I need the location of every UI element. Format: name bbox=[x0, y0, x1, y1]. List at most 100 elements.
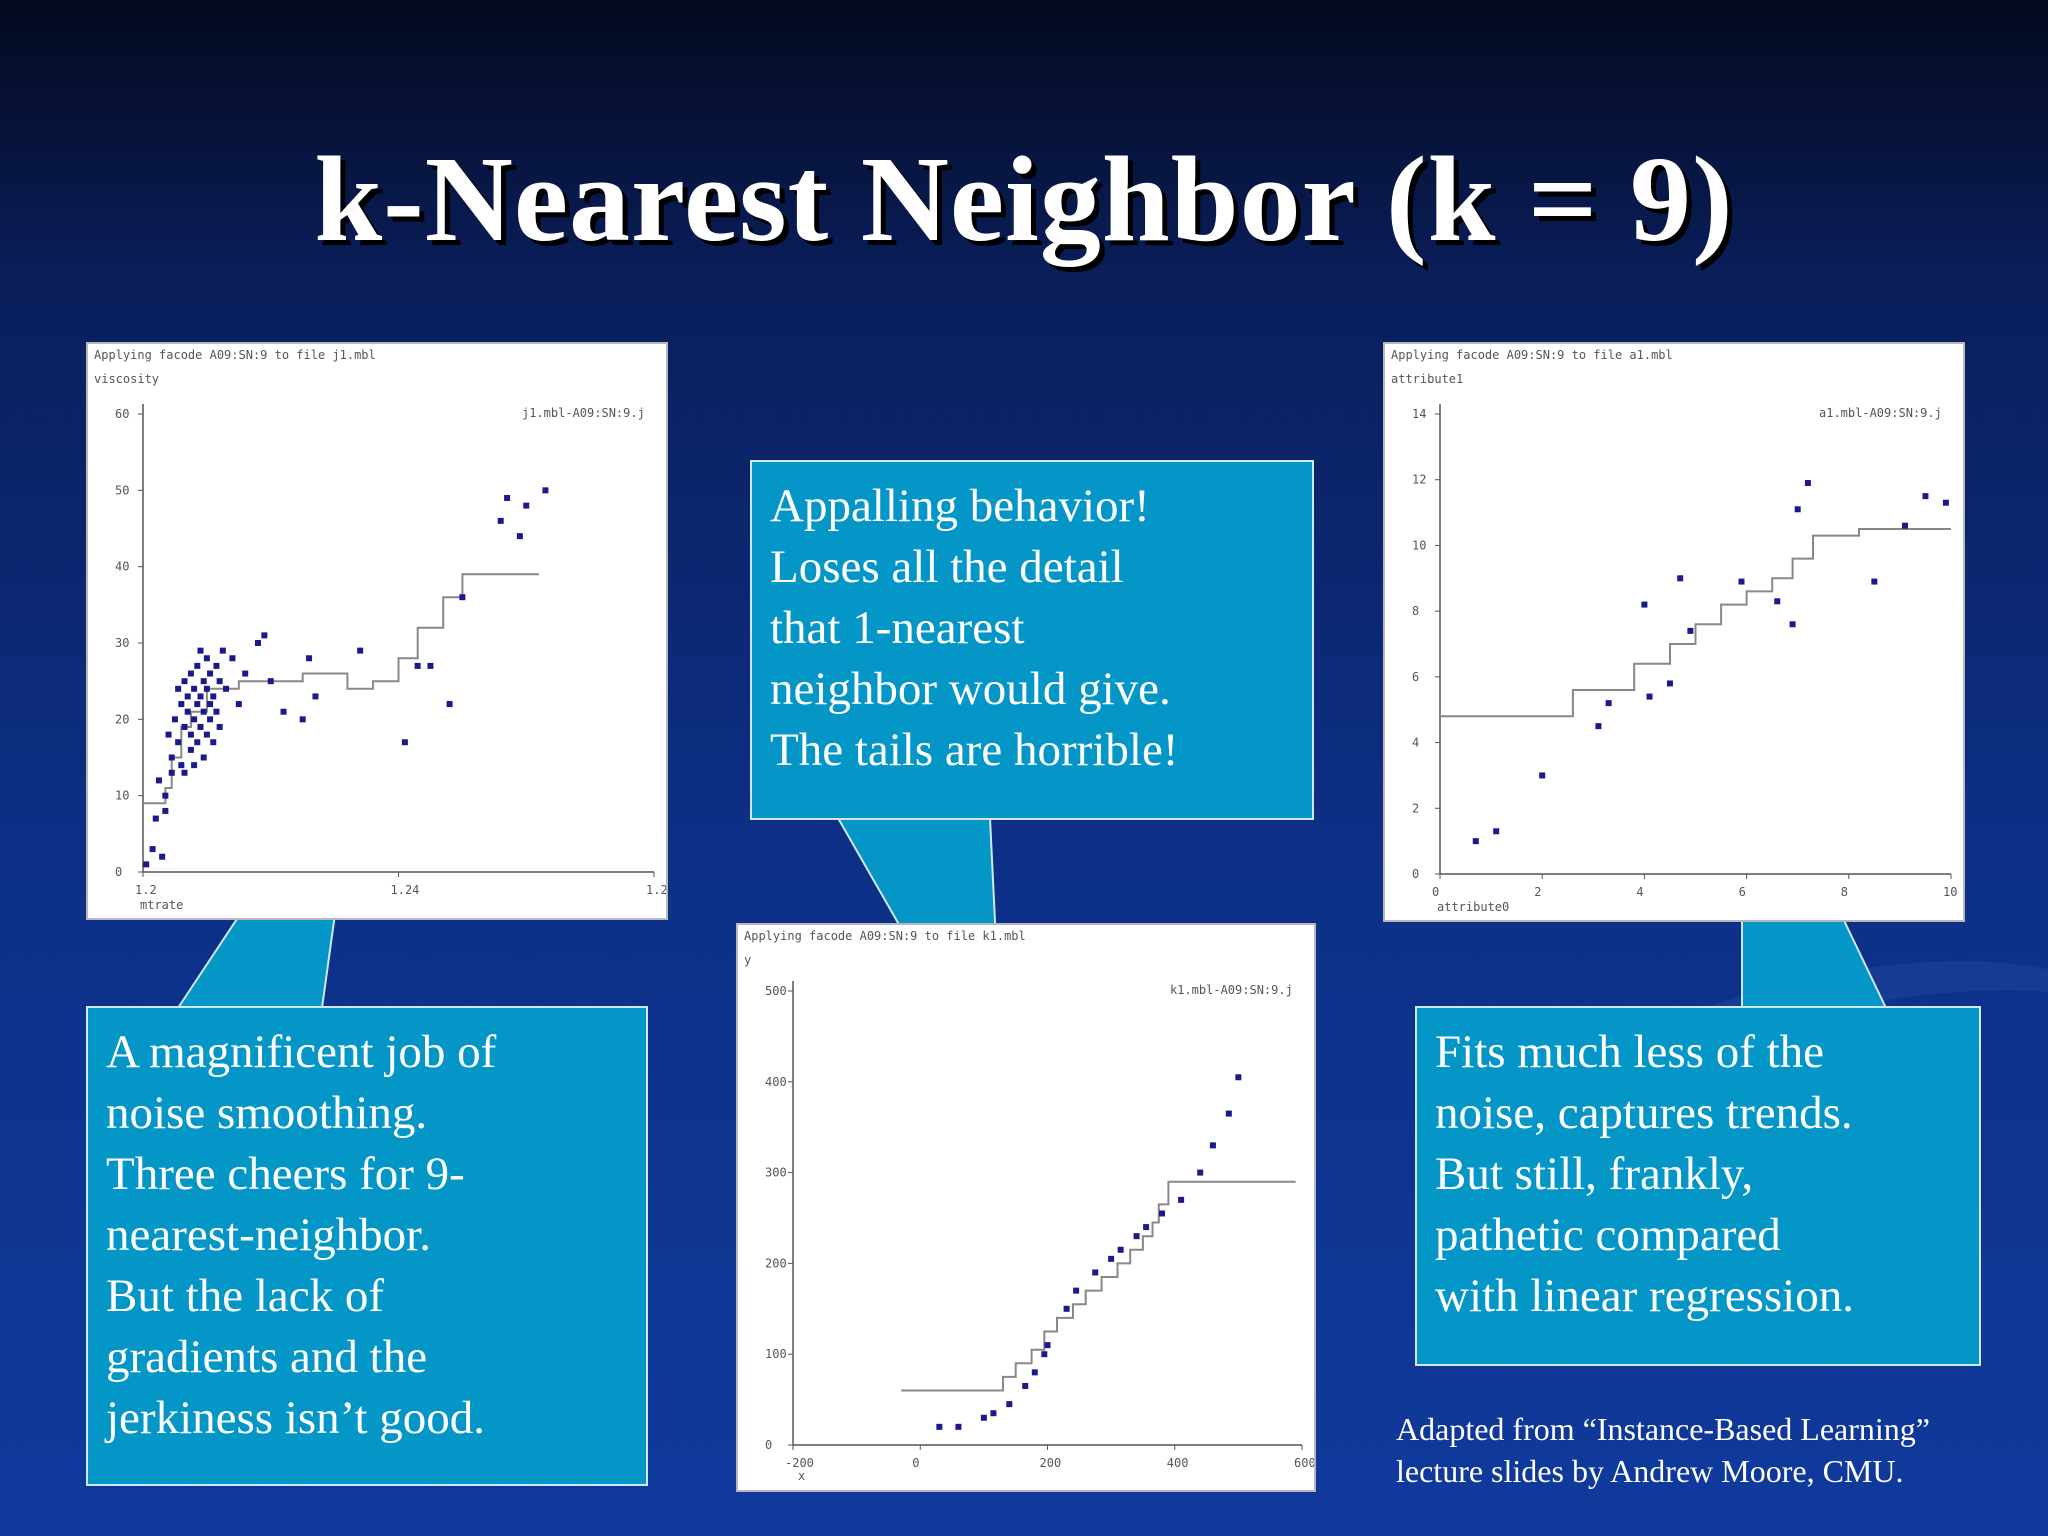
data-point bbox=[523, 502, 530, 509]
credit-line: Adapted from “Instance-Based Learning” bbox=[1396, 1411, 1930, 1447]
data-point bbox=[200, 708, 207, 715]
callout-line: But still, frankly, bbox=[1435, 1148, 1754, 1200]
knn-fit-line bbox=[901, 1180, 1296, 1392]
callout-line: Fits much less of the bbox=[1435, 1026, 1825, 1078]
data-point bbox=[187, 670, 194, 677]
x-tick-label: 1.24 bbox=[391, 883, 420, 897]
y-tick-label: 0 bbox=[115, 865, 122, 879]
callout-line: A magnificent job of bbox=[106, 1026, 497, 1078]
y-tick-label: 400 bbox=[765, 1075, 787, 1089]
data-point bbox=[207, 716, 214, 723]
data-point bbox=[459, 594, 466, 601]
data-point bbox=[219, 647, 226, 654]
x-axis-label: x bbox=[798, 1469, 806, 1483]
data-point bbox=[1789, 621, 1796, 628]
x-tick-label: 200 bbox=[1040, 1456, 1062, 1470]
data-point bbox=[213, 708, 220, 715]
credit-line: lecture slides by Andrew Moore, CMU. bbox=[1396, 1453, 1904, 1489]
callout-line: Loses all the detail bbox=[770, 541, 1124, 593]
data-point bbox=[165, 731, 172, 738]
slide-title: k-Nearest Neighbor (k = 9) bbox=[314, 132, 1734, 267]
data-point bbox=[1646, 693, 1653, 700]
data-point bbox=[191, 762, 198, 769]
data-point bbox=[504, 494, 511, 501]
data-point bbox=[191, 685, 198, 692]
data-point bbox=[203, 655, 210, 662]
data-point bbox=[162, 792, 169, 799]
data-point bbox=[1942, 499, 1949, 506]
data-point bbox=[207, 701, 214, 708]
data-point bbox=[168, 769, 175, 776]
callout-line: gradients and the bbox=[106, 1331, 428, 1383]
data-point bbox=[1197, 1169, 1204, 1176]
data-point bbox=[401, 739, 408, 746]
y-tick-label: 60 bbox=[115, 407, 129, 421]
callout-line: neighbor would give. bbox=[770, 663, 1171, 715]
data-point bbox=[178, 762, 185, 769]
x-tick-label: 0 bbox=[1432, 885, 1439, 899]
data-point bbox=[1092, 1269, 1099, 1276]
x-tick-label: 1.2 bbox=[646, 883, 666, 897]
plot-a1: Applying facode A09:SN:9 to file a1.mbl … bbox=[1383, 342, 1965, 922]
data-point bbox=[184, 693, 191, 700]
data-point bbox=[187, 731, 194, 738]
x-tick-label: 0 bbox=[912, 1456, 919, 1470]
y-tick-label: 8 bbox=[1412, 604, 1419, 618]
data-point bbox=[203, 685, 210, 692]
callout-line: noise, captures trends. bbox=[1435, 1087, 1853, 1139]
data-point bbox=[1472, 838, 1479, 845]
plot-k1: Applying facode A09:SN:9 to file k1.mbl … bbox=[736, 923, 1316, 1492]
data-point bbox=[194, 701, 201, 708]
x-tick-label: 400 bbox=[1167, 1456, 1189, 1470]
callout-line: But the lack of bbox=[106, 1270, 385, 1322]
knn-fit-line bbox=[143, 573, 539, 805]
data-point bbox=[1209, 1142, 1216, 1149]
y-tick-label: 14 bbox=[1412, 407, 1426, 421]
data-point bbox=[216, 678, 223, 685]
plot-header: Applying facode A09:SN:9 to file k1.mbl bbox=[744, 929, 1026, 943]
data-point bbox=[254, 640, 261, 646]
data-point bbox=[242, 670, 249, 677]
data-point bbox=[207, 670, 214, 677]
data-point bbox=[210, 739, 217, 746]
y-tick-label: 0 bbox=[1412, 867, 1419, 881]
data-point bbox=[414, 662, 421, 669]
data-point bbox=[143, 861, 150, 868]
data-point bbox=[267, 678, 274, 685]
data-point bbox=[155, 777, 162, 784]
callout-line: jerkiness isn’t good. bbox=[106, 1392, 486, 1444]
data-point bbox=[229, 655, 236, 662]
callout-line: noise smoothing. bbox=[106, 1087, 428, 1139]
data-point bbox=[516, 533, 523, 540]
x-tick-label: -200 bbox=[785, 1456, 814, 1470]
data-point bbox=[1235, 1074, 1242, 1081]
data-point bbox=[1871, 578, 1878, 585]
data-point bbox=[1108, 1255, 1115, 1262]
data-point bbox=[1117, 1246, 1124, 1253]
file-label: a1.mbl-A09:SN:9.j bbox=[1819, 406, 1942, 420]
data-point bbox=[1687, 627, 1694, 634]
data-point bbox=[446, 701, 453, 708]
data-point bbox=[203, 731, 210, 738]
data-point bbox=[1666, 680, 1673, 687]
y-tick-label: 4 bbox=[1412, 736, 1419, 750]
y-tick-label: 300 bbox=[765, 1166, 787, 1180]
data-point bbox=[194, 662, 201, 669]
x-tick-label: 6 bbox=[1739, 885, 1746, 899]
x-tick-label: 600 bbox=[1294, 1456, 1314, 1470]
callout-line: that 1-nearest bbox=[770, 602, 1025, 654]
right-callout: Fits much less of the noise, captures tr… bbox=[1415, 1006, 1981, 1366]
x-tick-label: 10 bbox=[1943, 885, 1957, 899]
data-point bbox=[1641, 601, 1648, 608]
data-point bbox=[1677, 575, 1684, 582]
data-point bbox=[1022, 1382, 1029, 1389]
callout-line: with linear regression. bbox=[1435, 1270, 1854, 1322]
x-axis-label: mtrate bbox=[140, 898, 184, 912]
y-axis-label: y bbox=[744, 953, 752, 967]
data-point bbox=[1159, 1210, 1166, 1217]
data-point bbox=[159, 853, 166, 860]
data-point bbox=[1063, 1305, 1070, 1312]
data-point bbox=[1922, 493, 1929, 500]
data-point bbox=[149, 846, 156, 853]
callout-line: pathetic compared bbox=[1435, 1209, 1781, 1261]
